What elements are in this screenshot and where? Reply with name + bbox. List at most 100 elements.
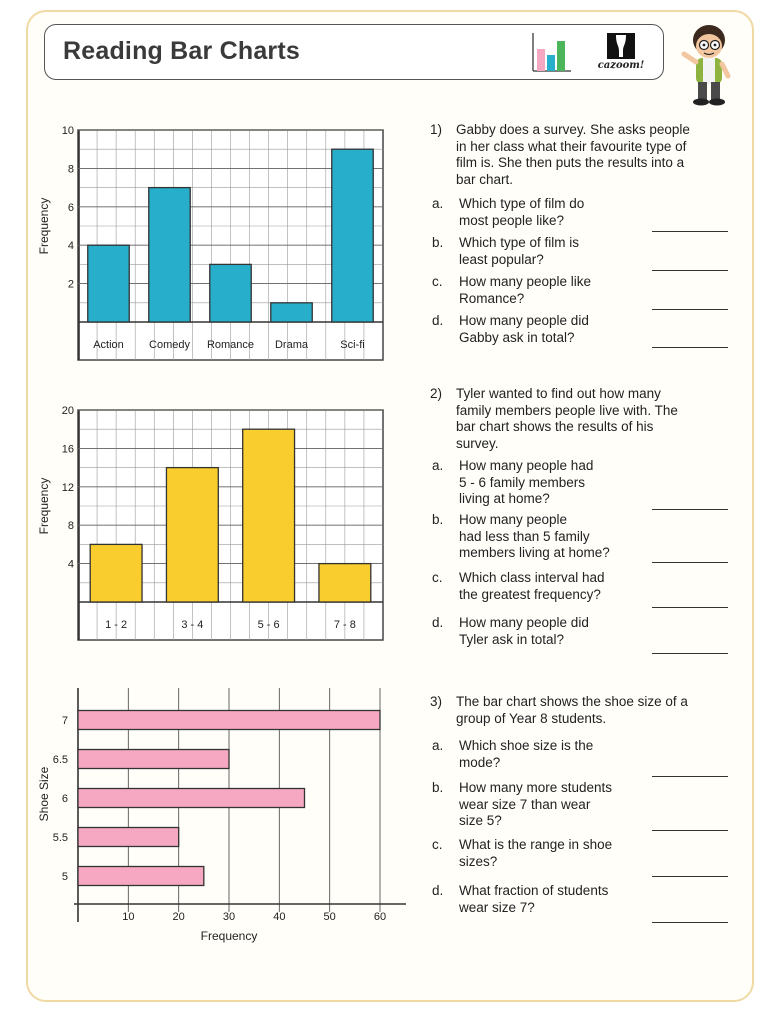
part-line: Which class interval had bbox=[459, 570, 605, 585]
answer-line[interactable] bbox=[652, 830, 728, 831]
x-tick-label: 50 bbox=[324, 911, 336, 923]
part-text: How many people did Tyler ask in total? bbox=[459, 615, 589, 648]
answer-line[interactable] bbox=[652, 347, 728, 348]
question-line: bar chart. bbox=[456, 171, 514, 187]
x-axis-label: Frequency bbox=[201, 929, 258, 943]
x-tick-label: 40 bbox=[273, 911, 285, 923]
bar bbox=[148, 186, 191, 323]
question-line: family members people live with. The bbox=[456, 402, 678, 418]
y-tick-label: 8 bbox=[68, 520, 74, 532]
part-letter: a. bbox=[432, 458, 444, 473]
question-line: survey. bbox=[456, 435, 499, 451]
part-line: How many people bbox=[459, 512, 568, 527]
answer-line[interactable] bbox=[652, 270, 728, 271]
question-line: The bar chart shows the shoe size of a bbox=[456, 694, 688, 709]
y-tick-label: 16 bbox=[62, 443, 74, 455]
x-tick-label: 3 - 4 bbox=[181, 619, 203, 631]
part-line: What fraction of students bbox=[459, 883, 609, 898]
question-text: Tyler wanted to find out how many family … bbox=[456, 386, 678, 452]
y-tick-label: 8 bbox=[68, 163, 74, 175]
x-tick-label: Action bbox=[93, 339, 124, 351]
part-line: Romance? bbox=[459, 290, 525, 306]
bar bbox=[331, 148, 374, 323]
part-line: How many people like bbox=[459, 274, 592, 289]
y-tick-label: 7 bbox=[62, 715, 68, 727]
part-letter: b. bbox=[432, 235, 444, 250]
answer-line[interactable] bbox=[652, 776, 728, 777]
answer-line[interactable] bbox=[652, 562, 728, 563]
part-line: members living at home? bbox=[459, 545, 610, 560]
part-letter: b. bbox=[432, 780, 444, 795]
question-line: film is. She then puts the results into … bbox=[456, 155, 685, 170]
bar bbox=[77, 709, 381, 731]
part-text: How many people did Gabby ask in total? bbox=[459, 313, 589, 346]
part-line: wear size 7? bbox=[459, 899, 535, 915]
part-letter: d. bbox=[432, 883, 444, 898]
y-tick-label: 5.5 bbox=[53, 832, 68, 844]
answer-line[interactable] bbox=[652, 231, 728, 232]
answer-line[interactable] bbox=[652, 509, 728, 510]
logo-glyph bbox=[607, 33, 635, 59]
y-tick-label: 4 bbox=[68, 559, 74, 571]
bar bbox=[318, 562, 372, 603]
part-line: 5 - 6 family members bbox=[459, 474, 586, 490]
answer-line[interactable] bbox=[652, 876, 728, 877]
part-line: living at home? bbox=[459, 491, 550, 506]
answer-line[interactable] bbox=[652, 653, 728, 654]
part-line: the greatest frequency? bbox=[459, 586, 601, 602]
part-line: Which type of film is bbox=[459, 235, 580, 250]
bar bbox=[77, 748, 230, 770]
question-line: in her class what their favourite type o… bbox=[456, 138, 687, 154]
chart-family-members: 4 8 12 16 20 Frequency 1 - 2 3 - 4 5 - 6 7 - 8 bbox=[37, 405, 384, 641]
question-line: bar chart shows the results of his bbox=[456, 419, 654, 434]
x-tick-label: Comedy bbox=[149, 339, 190, 351]
answer-line[interactable] bbox=[652, 607, 728, 608]
part-text: How many more students wear size 7 than w… bbox=[459, 780, 612, 830]
part-text: How many people had 5 - 6 family members l… bbox=[459, 458, 593, 508]
cazoom-logo: cazoom! bbox=[593, 31, 649, 73]
y-tick-label: 4 bbox=[68, 240, 74, 252]
part-letter: c. bbox=[432, 570, 443, 585]
part-line: What is the range in shoe bbox=[459, 837, 613, 852]
y-tick-label: 10 bbox=[62, 125, 74, 137]
part-line: Gabby ask in total? bbox=[459, 329, 575, 345]
part-text: Which class interval had the greatest fre… bbox=[459, 570, 605, 603]
part-line: least popular? bbox=[459, 251, 544, 267]
title-banner: Reading Bar Charts cazoom! bbox=[44, 24, 664, 80]
part-text: Which shoe size is the mode? bbox=[459, 738, 593, 771]
answer-line[interactable] bbox=[652, 309, 728, 310]
part-letter: c. bbox=[432, 274, 443, 289]
x-tick-label: 60 bbox=[374, 911, 386, 923]
part-line: most people like? bbox=[459, 212, 565, 228]
part-line: Which type of film do bbox=[459, 196, 585, 211]
bar-chart-icon bbox=[532, 33, 571, 72]
bar bbox=[209, 263, 252, 323]
part-line: How many people did bbox=[459, 615, 589, 630]
answer-line[interactable] bbox=[652, 922, 728, 923]
y-tick-label: 6 bbox=[62, 793, 68, 805]
x-tick-label: 10 bbox=[122, 911, 134, 923]
x-tick-label: 5 - 6 bbox=[258, 619, 280, 631]
part-letter: d. bbox=[432, 615, 444, 630]
part-line: wear size 7 than wear bbox=[459, 796, 591, 812]
logo-text: cazoom! bbox=[597, 60, 645, 71]
cartoon-boy-icon bbox=[681, 25, 731, 106]
page-title: Reading Bar Charts bbox=[63, 37, 300, 65]
x-tick-label: Romance bbox=[207, 339, 254, 351]
part-text: Which type of film is least popular? bbox=[459, 235, 579, 268]
x-tick-label: 1 - 2 bbox=[105, 619, 127, 631]
part-letter: b. bbox=[432, 512, 444, 527]
part-line: mode? bbox=[459, 754, 501, 770]
bar bbox=[77, 787, 306, 809]
question-text: The bar chart shows the shoe size of a gr… bbox=[456, 694, 688, 727]
x-tick-label: 30 bbox=[223, 911, 235, 923]
x-tick-label: 20 bbox=[173, 911, 185, 923]
bar bbox=[77, 865, 205, 887]
y-tick-label: 12 bbox=[62, 482, 74, 494]
bar bbox=[77, 826, 180, 848]
question-line: group of Year 8 students. bbox=[456, 710, 607, 726]
x-tick-label: Drama bbox=[275, 339, 309, 351]
part-line: Which shoe size is the bbox=[459, 738, 594, 753]
bar bbox=[242, 428, 296, 603]
bar bbox=[87, 244, 130, 323]
